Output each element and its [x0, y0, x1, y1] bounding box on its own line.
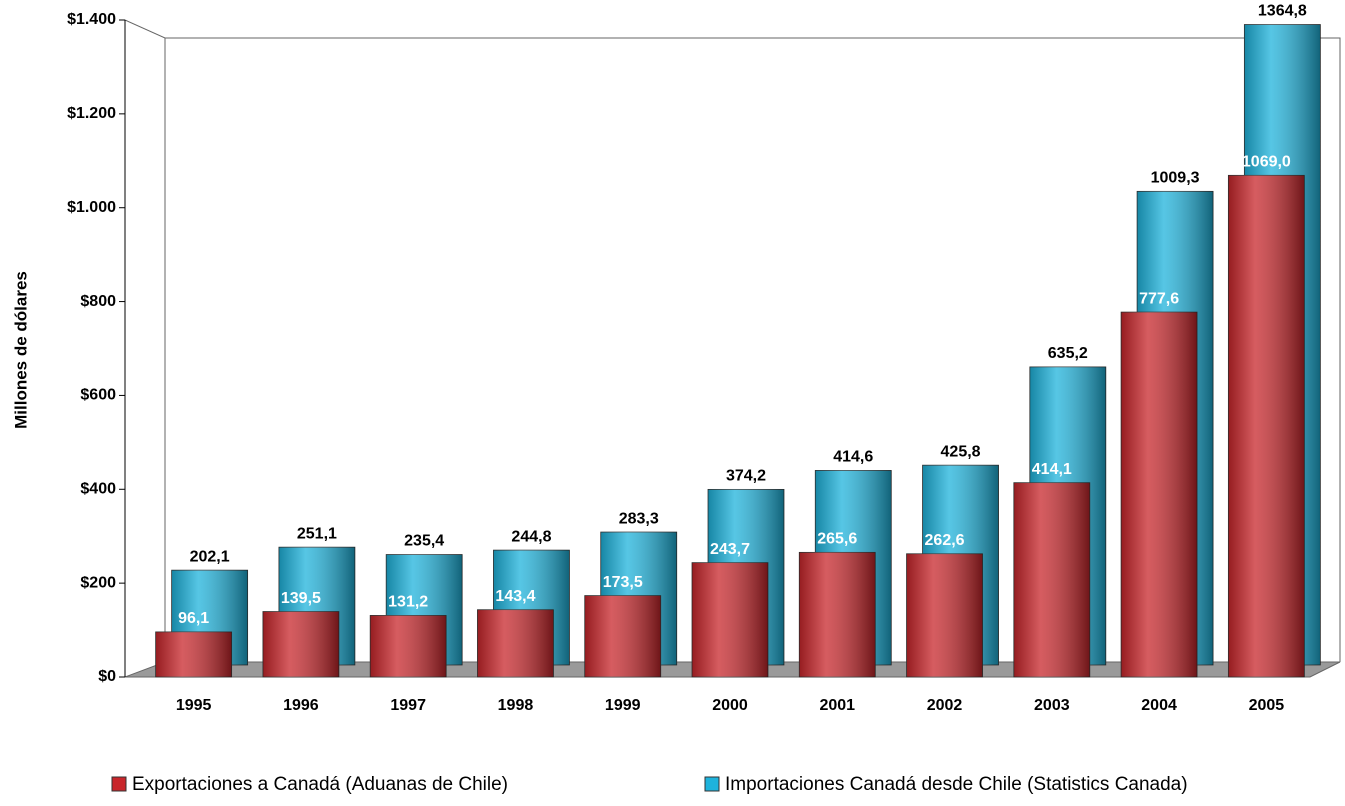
- y-tick-label: $200: [80, 574, 116, 591]
- value-label: 96,1: [178, 610, 209, 627]
- y-tick-label: $600: [80, 387, 116, 404]
- bar-shade: [906, 553, 983, 677]
- legend-swatch: [704, 776, 720, 792]
- bar-shade: [262, 611, 339, 677]
- value-label: 414,1: [1032, 461, 1072, 478]
- bar-shade: [1121, 312, 1198, 677]
- value-label: 374,2: [726, 468, 766, 485]
- value-label: 283,3: [619, 510, 659, 527]
- x-tick-label: 2005: [1249, 697, 1285, 714]
- value-label: 235,4: [404, 533, 444, 550]
- value-label: 131,2: [388, 594, 428, 611]
- value-label: 635,2: [1048, 345, 1088, 362]
- legend-label: Exportaciones a Canadá (Aduanas de Chile…: [132, 774, 508, 795]
- value-label: 202,1: [190, 548, 230, 565]
- bar-shade: [799, 552, 876, 677]
- value-label: 1364,8: [1258, 3, 1307, 20]
- back-wall: [124, 19, 1341, 662]
- x-tick-label: 1999: [605, 697, 641, 714]
- y-tick-label: $1.200: [67, 105, 116, 122]
- bar-shade: [370, 615, 447, 677]
- x-tick-label: 2000: [712, 697, 748, 714]
- legend-label: Importaciones Canadá desde Chile (Statis…: [725, 774, 1188, 795]
- bar-shade: [1013, 482, 1090, 677]
- x-tick-label: 2004: [1141, 697, 1177, 714]
- y-tick-label: $400: [80, 481, 116, 498]
- x-tick-label: 2003: [1034, 697, 1070, 714]
- x-tick-label: 1996: [283, 697, 319, 714]
- y-tick-label: $1.400: [67, 11, 116, 28]
- x-tick-label: 1997: [390, 697, 426, 714]
- bar-shade: [155, 631, 232, 677]
- y-tick-label: $0: [98, 668, 116, 685]
- y-tick-label: $800: [80, 293, 116, 310]
- value-label: 265,6: [817, 531, 857, 548]
- y-axis-title: Millones de dólares: [11, 271, 30, 429]
- value-label: 173,5: [603, 574, 643, 591]
- value-label: 1009,3: [1151, 170, 1200, 187]
- y-tick-label: $1.000: [67, 199, 116, 216]
- value-label: 243,7: [710, 541, 750, 558]
- bar-shade: [584, 595, 661, 677]
- x-tick-label: 2001: [819, 697, 855, 714]
- bar-shade: [477, 609, 554, 677]
- value-label: 139,5: [281, 590, 321, 607]
- value-label: 425,8: [941, 443, 981, 460]
- x-tick-label: 1998: [498, 697, 534, 714]
- bar-shade: [1228, 175, 1305, 678]
- value-label: 244,8: [511, 528, 551, 545]
- x-tick-label: 1995: [176, 697, 212, 714]
- value-label: 251,1: [297, 525, 337, 542]
- value-label: 777,6: [1139, 290, 1179, 307]
- legend-swatch: [111, 776, 127, 792]
- value-label: 414,6: [833, 449, 873, 466]
- value-label: 1069,0: [1242, 154, 1291, 171]
- value-label: 143,4: [495, 588, 535, 605]
- value-label: 262,6: [925, 532, 965, 549]
- bar-shade: [692, 562, 768, 677]
- x-tick-label: 2002: [927, 697, 963, 714]
